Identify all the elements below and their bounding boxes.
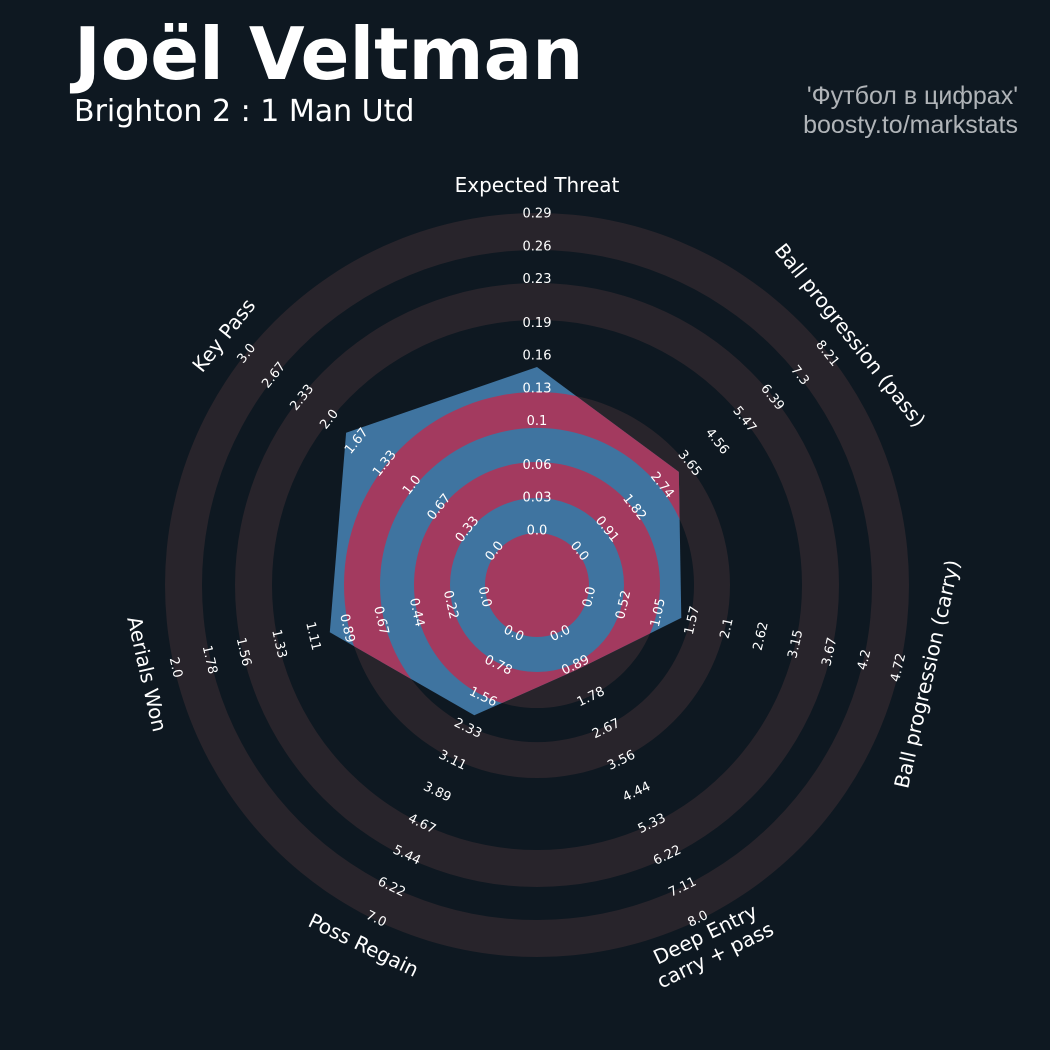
tick-label: 2.1 [717, 617, 736, 641]
tick-label: 0.1 [527, 414, 548, 429]
tick-label: 0.03 [523, 491, 552, 506]
ring-overlay [329, 367, 682, 716]
tick-label: 3.15 [785, 628, 806, 660]
tick-label: 0.0 [580, 585, 599, 609]
tick-label: 4.44 [621, 779, 654, 805]
tick-label: 1.05 [648, 597, 669, 629]
tick-label: 3.67 [819, 636, 840, 668]
tick-label: 0.13 [523, 381, 552, 396]
tick-label: 0.26 [523, 239, 552, 254]
credit-line: boosty.to/markstats [803, 111, 1018, 139]
credits: 'Футбол в цифрах' boosty.to/markstats [803, 82, 1018, 140]
tick-label: 0.89 [336, 613, 357, 645]
ring-highlight [485, 533, 589, 637]
tick-label: 0.0 [475, 585, 494, 609]
tick-label: 3.89 [421, 779, 454, 805]
subtitle: Brighton 2 : 1 Man Utd [74, 94, 415, 129]
tick-label: 0.0 [527, 524, 548, 539]
param-label-box: Expected Threat [454, 172, 620, 197]
tick-label: 0.44 [406, 597, 427, 629]
tick-label: 0.29 [523, 207, 552, 222]
tick-label: 1.56 [233, 636, 254, 668]
tick-label: 0.16 [523, 349, 552, 364]
tick-label: 0.67 [370, 605, 391, 637]
tick-label: 1.11 [302, 620, 323, 652]
tick-label: 0.19 [523, 316, 552, 331]
tick-label: 0.23 [523, 272, 552, 287]
tick-label: 0.22 [440, 589, 461, 621]
tick-label: 4.56 [702, 426, 732, 458]
tick-label: 4.2 [855, 648, 874, 672]
tick-label: 1.57 [682, 605, 703, 637]
title: Joël Veltman [74, 12, 584, 96]
tick-label: 2.62 [751, 620, 772, 652]
tick-label: 1.78 [199, 644, 220, 676]
tick-label: 1.33 [268, 628, 289, 660]
tick-label: 0.06 [523, 458, 552, 473]
tick-label: 2.0 [166, 656, 185, 680]
tick-label: 0.52 [613, 589, 634, 621]
tick-label: 4.72 [888, 652, 909, 684]
credit-line: 'Футбол в цифрах' [806, 82, 1018, 110]
param-label: Expected Threat [454, 172, 620, 197]
